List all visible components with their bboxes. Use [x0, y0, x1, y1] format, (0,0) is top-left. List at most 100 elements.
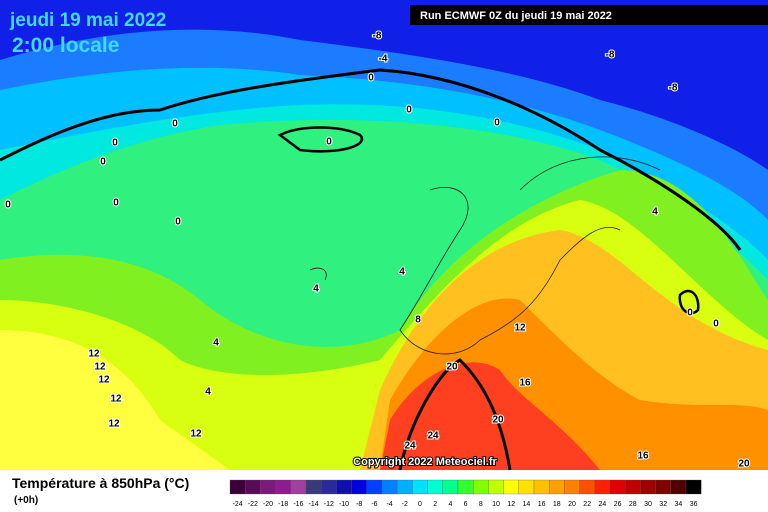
contour-label: 4 [399, 267, 405, 278]
scale-swatch [321, 479, 337, 495]
run-info: Run ECMWF 0Z du jeudi 19 mai 2022 [420, 10, 612, 22]
scale-tick-label: -18 [278, 501, 288, 508]
scale-tick-label: 8 [479, 501, 483, 508]
scale-swatch [655, 479, 671, 495]
scale-swatch [609, 479, 626, 495]
scale-swatch [305, 479, 322, 495]
contour-label: 12 [88, 349, 100, 360]
scale-swatch [442, 479, 459, 495]
scale-tick-label: -22 [248, 501, 258, 508]
scale-tick-label: 2 [433, 501, 437, 508]
twenty-isotherm [398, 358, 512, 471]
scale-tick-label: 10 [492, 501, 500, 508]
scale-tick-label: 20 [568, 501, 576, 508]
contour-label: 0 [494, 118, 500, 129]
scale-swatch [488, 479, 504, 495]
scale-tick-label: -16 [293, 501, 303, 508]
scale-swatch [503, 479, 519, 495]
forecast-step: (+0h) [14, 495, 38, 506]
scale-swatch [397, 479, 413, 495]
contour-label: 0 [5, 200, 11, 211]
scale-swatch [473, 479, 489, 495]
run-banner [410, 5, 768, 25]
scale-tick-label: 28 [629, 501, 637, 508]
scale-tick-label: 6 [464, 501, 468, 508]
contour-label: 0 [113, 198, 119, 209]
scale-tick-label: -14 [309, 501, 319, 508]
color-scale: -24 -22 -20 -18 -16 -14 -12 -10 -8 -6 -4 -2 0 2 4 6 8 10 1… [229, 479, 702, 508]
contour-label: 0 [175, 217, 181, 228]
scale-swatch [245, 479, 261, 495]
contour-label: 20 [492, 415, 504, 426]
scale-swatch [549, 479, 565, 495]
scale-swatch [685, 479, 702, 495]
scale-swatch [427, 479, 443, 495]
scale-tick-label: 24 [599, 501, 607, 508]
scale-swatch [533, 479, 550, 495]
scale-swatch [594, 479, 611, 495]
contour-labels: -8-40-8-80000000004448124121212124201612… [4, 30, 751, 471]
contour-label: 12 [98, 375, 110, 386]
scale-swatch [412, 479, 428, 495]
scale-swatch [260, 479, 276, 495]
scale-tick-label: 4 [448, 501, 452, 508]
scale-swatch [625, 479, 641, 495]
contour-label: 4 [313, 284, 319, 295]
scale-swatch [366, 479, 383, 495]
scale-swatch [381, 479, 398, 495]
scale-swatch [336, 479, 352, 495]
scale-tick-label: 14 [523, 501, 531, 508]
scale-tick-label: -2 [402, 501, 408, 508]
scale-tick-label: 34 [675, 501, 683, 508]
contour-label: 24 [427, 431, 439, 442]
contour-label: 0 [368, 73, 374, 84]
contour-label: 12 [94, 362, 106, 373]
contour-label: 0 [112, 138, 118, 149]
scale-swatch [564, 479, 580, 495]
zero-isotherm [0, 68, 742, 251]
map: Run ECMWF 0Z du jeudi 19 mai 2022 jeudi … [0, 0, 768, 471]
contour-label: 20 [446, 362, 458, 373]
scale-tick-label: -12 [324, 501, 334, 508]
map-date: jeudi 19 mai 2022 [9, 10, 166, 31]
scale-tick-label: -8 [356, 501, 362, 508]
scale-swatch [229, 479, 246, 495]
temp-band [0, 330, 230, 470]
temp-band [380, 362, 600, 470]
scale-swatch [579, 479, 595, 495]
scale-swatch [275, 479, 291, 495]
contour-label: 12 [190, 429, 202, 440]
contour-label: 4 [652, 207, 658, 218]
scale-tick-label: 12 [507, 501, 515, 508]
contour-label: 16 [519, 378, 531, 389]
contour-label: -8 [606, 50, 615, 61]
scale-tick-label: -6 [371, 501, 377, 508]
scale-tick-label: 18 [553, 501, 561, 508]
contour-label: 20 [738, 459, 750, 470]
map-time: 2:00 locale [12, 34, 119, 57]
contour-label: 0 [172, 119, 178, 130]
scale-swatch [457, 479, 474, 495]
contour-label: 4 [213, 338, 219, 349]
scale-tick-label: -24 [233, 501, 243, 508]
scale-tick-label: 16 [538, 501, 546, 508]
contour-label: 0 [713, 319, 719, 330]
contour-label: -8 [669, 83, 678, 94]
scale-tick-label: 26 [614, 501, 622, 508]
contour-label: 24 [404, 441, 416, 452]
scale-swatch [640, 479, 656, 495]
scale-tick-label: 32 [659, 501, 667, 508]
contour-label: 12 [110, 394, 122, 405]
scale-tick-label: 36 [690, 501, 698, 508]
scale-tick-label: 0 [418, 501, 422, 508]
legend: Température à 850hPa (°C) (+0h) -24 -22 -2… [12, 475, 702, 508]
contour-closed [277, 126, 700, 315]
contour-label: 12 [514, 323, 526, 334]
scale-tick-label: -10 [339, 501, 349, 508]
scale-swatch [351, 479, 367, 495]
contour-label: 0 [100, 157, 106, 168]
scale-tick-label: 22 [583, 501, 591, 508]
scale-tick-label: -20 [263, 501, 273, 508]
legend-title: Température à 850hPa (°C) [12, 475, 189, 491]
